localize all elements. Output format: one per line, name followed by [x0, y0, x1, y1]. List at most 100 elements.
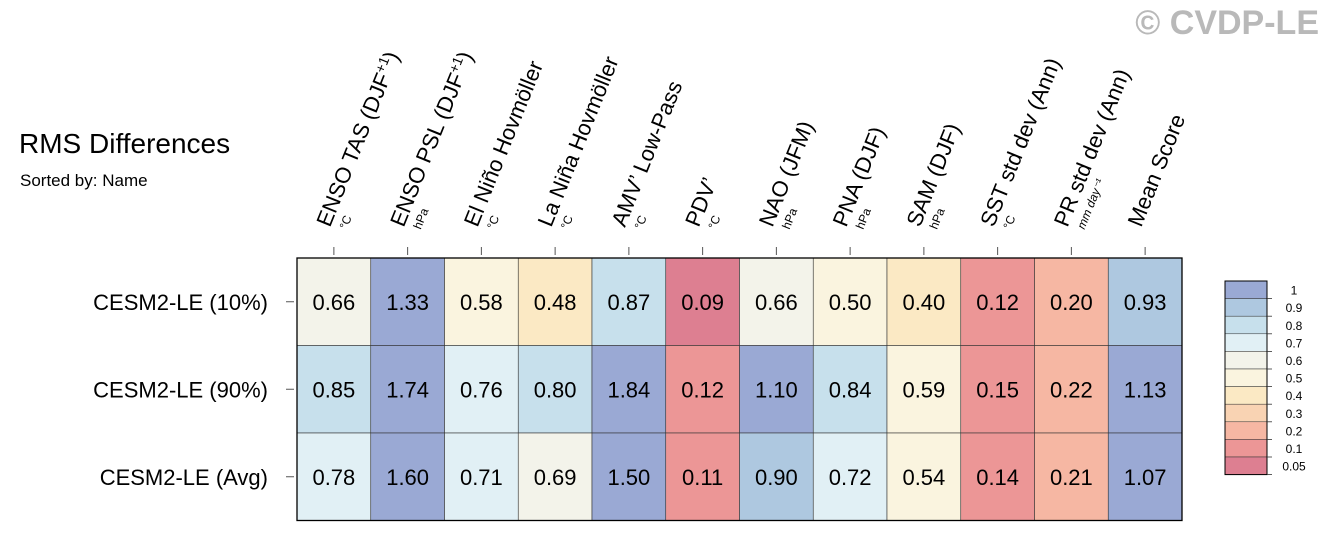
legend-swatch: [1224, 421, 1268, 440]
cell-value-label: 0.85: [312, 377, 355, 402]
heatmap-cell: [444, 257, 519, 346]
cell-value-label: 1.74: [386, 377, 429, 402]
legend-label: 0.4: [1286, 389, 1303, 403]
watermark: © CVDP-LE: [1135, 4, 1319, 42]
cell-value-label: 0.90: [755, 465, 798, 490]
legend-swatch: [1224, 456, 1268, 475]
cell-value-label: 0.09: [681, 290, 724, 315]
heatmap-cell: [444, 345, 519, 434]
column-unit-label: °C: [705, 213, 723, 231]
legend-swatch: [1224, 280, 1268, 299]
column-unit-label: °C: [337, 213, 355, 231]
column-label: La Niña Hovmöller: [533, 53, 624, 230]
heatmap-cell: [739, 345, 814, 434]
legend-swatch: [1224, 439, 1268, 458]
cell-value-label: 0.11: [682, 465, 723, 490]
heatmap-cell: [1107, 257, 1183, 346]
chart-title: RMS Differences: [19, 128, 231, 159]
cell-value-label: 1.84: [607, 377, 650, 402]
legend-border: [1224, 280, 1268, 476]
heatmap-cell: [1034, 345, 1109, 434]
legend-label: 0.5: [1286, 372, 1303, 386]
heatmap-cell: [517, 432, 593, 521]
heatmap-cell: [517, 345, 593, 434]
cell-value-label: 0.54: [902, 465, 945, 490]
cell-value-label: 1.50: [607, 465, 650, 490]
cell-value-label: 0.48: [534, 290, 577, 315]
heatmap-border: [296, 257, 1183, 522]
row-label: CESM2-LE (90%): [93, 377, 268, 402]
cell-value-label: 0.93: [1124, 290, 1167, 315]
cell-value-label: 0.72: [829, 465, 872, 490]
column-label: ENSO TAS (DJF+1): [310, 47, 404, 229]
heatmap-cell: [444, 432, 519, 521]
cell-value-label: 0.69: [534, 465, 577, 490]
heatmap-cell: [370, 345, 445, 434]
cell-value-label: 0.20: [1050, 290, 1093, 315]
heatmap-cell: [886, 432, 962, 521]
cell-value-label: 0.50: [829, 290, 872, 315]
cell-value-label: 0.40: [902, 290, 945, 315]
legend-label: 0.6: [1286, 354, 1303, 368]
cell-value-label: 0.22: [1050, 377, 1093, 402]
row-label: CESM2-LE (Avg): [100, 465, 268, 490]
cell-value-label: 0.66: [755, 290, 798, 315]
heatmap-cell: [739, 432, 814, 521]
cell-value-label: 0.66: [312, 290, 355, 315]
column-label: SST std dev (Ann): [975, 54, 1065, 230]
cell-value-label: 0.58: [460, 290, 503, 315]
cell-value-label: 0.84: [829, 377, 872, 402]
heatmap-cell: [812, 345, 888, 434]
legend-label: 0.3: [1286, 407, 1303, 421]
heatmap-cell: [1107, 432, 1183, 521]
legend-label: 0.1: [1286, 442, 1303, 456]
cell-value-label: 0.12: [976, 290, 1019, 315]
column-label: El Niño Hovmöller: [459, 57, 548, 230]
cell-value-label: 0.80: [534, 377, 577, 402]
legend-label: 0.7: [1286, 336, 1303, 350]
cell-value-label: 1.33: [386, 290, 429, 315]
legend-swatch: [1224, 315, 1268, 335]
legend-label: 0.05: [1282, 460, 1306, 474]
chart-subtitle: Sorted by: Name: [20, 171, 148, 190]
heatmap-cell: [1034, 257, 1109, 346]
legend-swatch: [1224, 351, 1268, 370]
legend-label: 0.9: [1286, 301, 1303, 315]
cell-value-label: 0.12: [681, 377, 724, 402]
legend-swatch: [1224, 298, 1268, 317]
legend-swatch: [1224, 403, 1268, 423]
cell-value-label: 0.15: [976, 377, 1019, 402]
cell-value-label: 1.10: [755, 377, 798, 402]
heatmap-cell: [665, 345, 740, 434]
column-unit-label: °C: [558, 213, 576, 231]
column-unit-label: °C: [1000, 213, 1018, 231]
heatmap-cell: [665, 432, 740, 521]
column-label: Mean Score: [1123, 111, 1191, 230]
row-label: CESM2-LE (10%): [93, 290, 268, 315]
legend-label: 0.2: [1286, 424, 1303, 438]
cell-value-label: 0.76: [460, 377, 503, 402]
cell-value-label: 0.21: [1050, 465, 1093, 490]
heatmap-cell: [370, 257, 445, 346]
column-label: AMV’ Low-Pass: [606, 77, 687, 230]
heatmap-cell: [886, 257, 962, 346]
cell-value-label: 1.07: [1124, 465, 1167, 490]
cell-value-label: 0.71: [460, 465, 503, 490]
heatmap-cell: [296, 432, 372, 521]
column-unit-label: °C: [632, 213, 650, 231]
heatmap-cell: [591, 345, 667, 434]
legend-label: 1: [1291, 284, 1298, 298]
legend-swatch: [1224, 368, 1268, 387]
cell-value-label: 0.87: [607, 290, 650, 315]
heatmap-cell: [1107, 345, 1183, 434]
column-label: ENSO PSL (DJF+1): [384, 47, 478, 229]
column-unit-label: °C: [484, 213, 502, 231]
cell-value-label: 1.13: [1124, 377, 1167, 402]
heatmap-cell: [960, 432, 1035, 521]
heatmap-cell: [812, 432, 888, 521]
legend-label: 0.8: [1286, 319, 1303, 333]
heatmap-cell: [665, 257, 740, 346]
heatmap-cell: [296, 345, 372, 434]
cell-value-label: 0.14: [976, 465, 1019, 490]
